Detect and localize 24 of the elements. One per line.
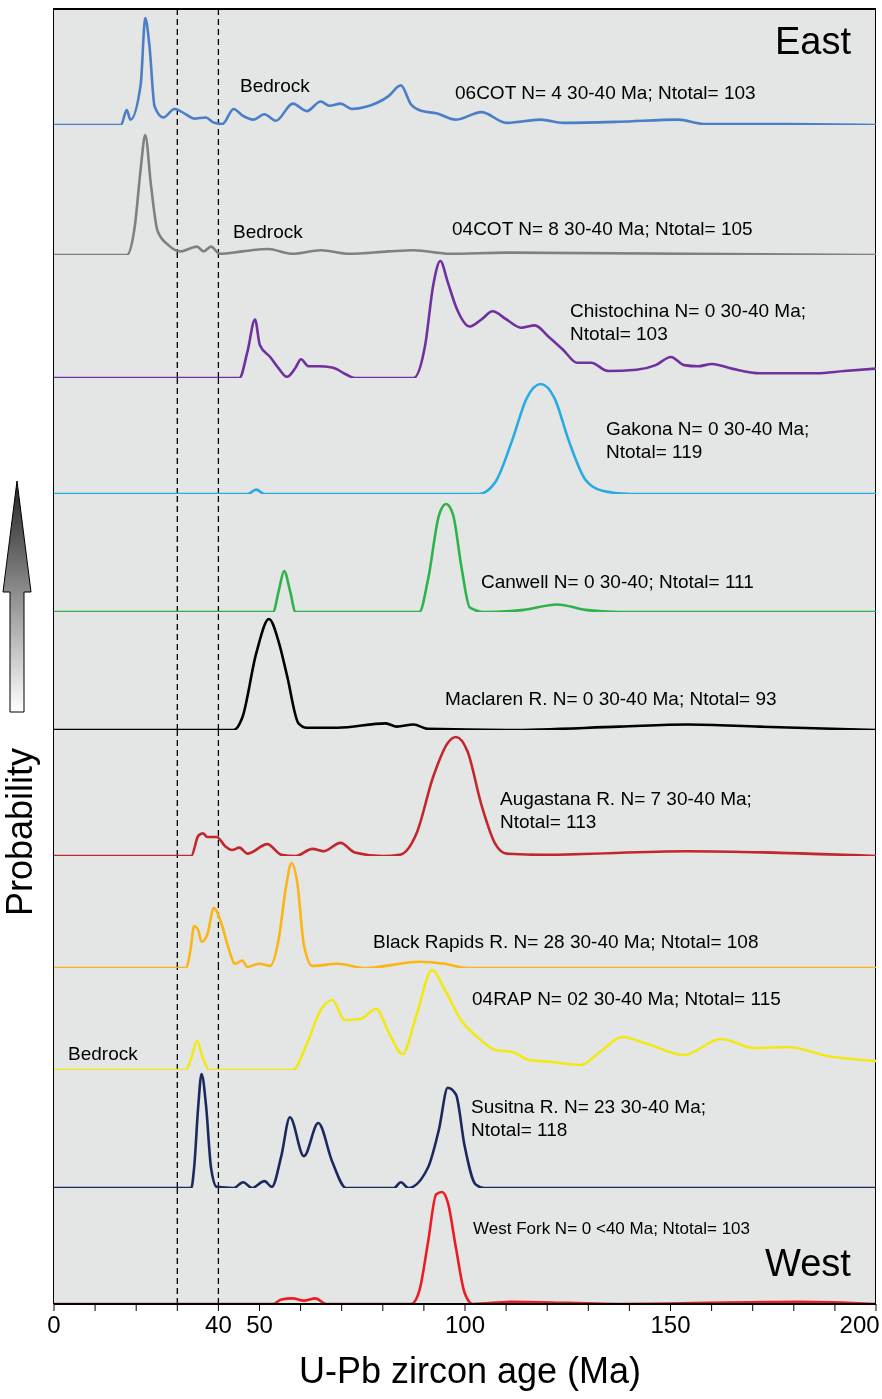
- x-axis-title: U-Pb zircon age (Ma): [297, 1350, 643, 1392]
- x-tick-label: 40: [205, 1311, 232, 1338]
- series-label: 06COT N= 4 30-40 Ma; Ntotal= 103: [455, 82, 756, 105]
- series-label: Maclaren R. N= 0 30-40 Ma; Ntotal= 93: [445, 688, 777, 711]
- x-tick-label: 200: [839, 1311, 880, 1338]
- series-label: Canwell N= 0 30-40; Ntotal= 111: [481, 571, 754, 594]
- series-label: West Fork N= 0 <40 Ma; Ntotal= 103: [473, 1219, 751, 1240]
- x-tick-label: 100: [444, 1311, 486, 1338]
- series-label: Black Rapids R. N= 28 30-40 Ma; Ntotal= 108: [373, 931, 759, 954]
- x-tick-label: 150: [650, 1311, 691, 1338]
- annotation: West: [765, 1242, 851, 1285]
- annotation: Bedrock: [233, 221, 303, 243]
- annotation: Bedrock: [240, 75, 310, 97]
- series-label: 04COT N= 8 30-40 Ma; Ntotal= 105: [452, 218, 753, 241]
- x-tick-label: 0: [47, 1311, 61, 1338]
- y-axis-title: Probability: [0, 747, 41, 917]
- series-label: 04RAP N= 02 30-40 Ma; Ntotal= 115: [472, 988, 781, 1011]
- series-label: Susitna R. N= 23 30-40 Ma; Ntotal= 118: [471, 1096, 707, 1142]
- series-label: Chistochina N= 0 30-40 Ma; Ntotal= 103: [570, 300, 808, 346]
- x-tick-label: 50: [246, 1311, 273, 1338]
- annotation: East: [775, 20, 852, 63]
- annotation: Bedrock: [68, 1043, 138, 1065]
- series-label: Augastana R. N= 7 30-40 Ma; Ntotal= 113: [500, 788, 753, 834]
- series-label: Gakona N= 0 30-40 Ma; Ntotal= 119: [606, 418, 811, 464]
